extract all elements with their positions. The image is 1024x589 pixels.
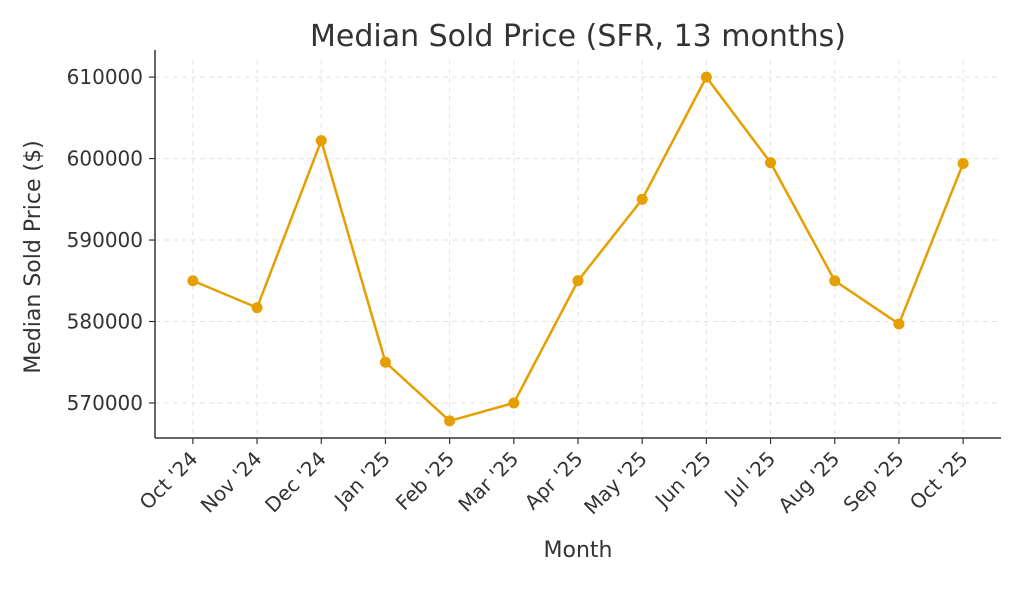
x-tick-label: Oct '25 <box>905 447 973 515</box>
data-point <box>444 415 456 427</box>
data-point <box>379 356 391 368</box>
x-axis-label: Month <box>544 538 613 563</box>
x-tick-label: Jul '25 <box>718 447 780 509</box>
data-point <box>829 275 841 287</box>
x-tick-label: Nov '24 <box>196 447 267 518</box>
data-point <box>957 157 969 169</box>
y-tick-label: 590000 <box>67 228 143 252</box>
data-point <box>636 193 648 205</box>
y-tick-label: 570000 <box>67 391 143 415</box>
x-tick-label: Mar '25 <box>453 447 523 517</box>
series <box>187 71 969 427</box>
x-tick-label: Jun '25 <box>649 447 716 514</box>
y-axis-label: Median Sold Price ($) <box>21 140 46 373</box>
chart-title: Median Sold Price (SFR, 13 months) <box>310 19 846 54</box>
y-tick-label: 600000 <box>67 147 143 171</box>
data-point <box>700 71 712 83</box>
x-tick-label: May '25 <box>579 447 652 520</box>
x-tick-label: Apr '25 <box>520 447 588 515</box>
data-point <box>315 135 327 147</box>
y-tick-label: 610000 <box>67 65 143 89</box>
data-point <box>572 275 584 287</box>
y-tick-label: 580000 <box>67 310 143 334</box>
data-point <box>893 318 905 330</box>
x-tick-label: Feb '25 <box>391 447 459 515</box>
x-tick-label: Sep '25 <box>838 447 908 517</box>
x-tick-label: Aug '25 <box>773 447 844 518</box>
x-tick-label: Dec '24 <box>260 447 331 518</box>
x-tick-label: Oct '24 <box>135 447 203 515</box>
data-point <box>508 397 520 409</box>
data-point <box>187 275 199 287</box>
data-point <box>765 157 777 169</box>
grid <box>155 60 1001 438</box>
x-tick-label: Jan '25 <box>328 447 395 514</box>
data-point <box>251 302 263 314</box>
